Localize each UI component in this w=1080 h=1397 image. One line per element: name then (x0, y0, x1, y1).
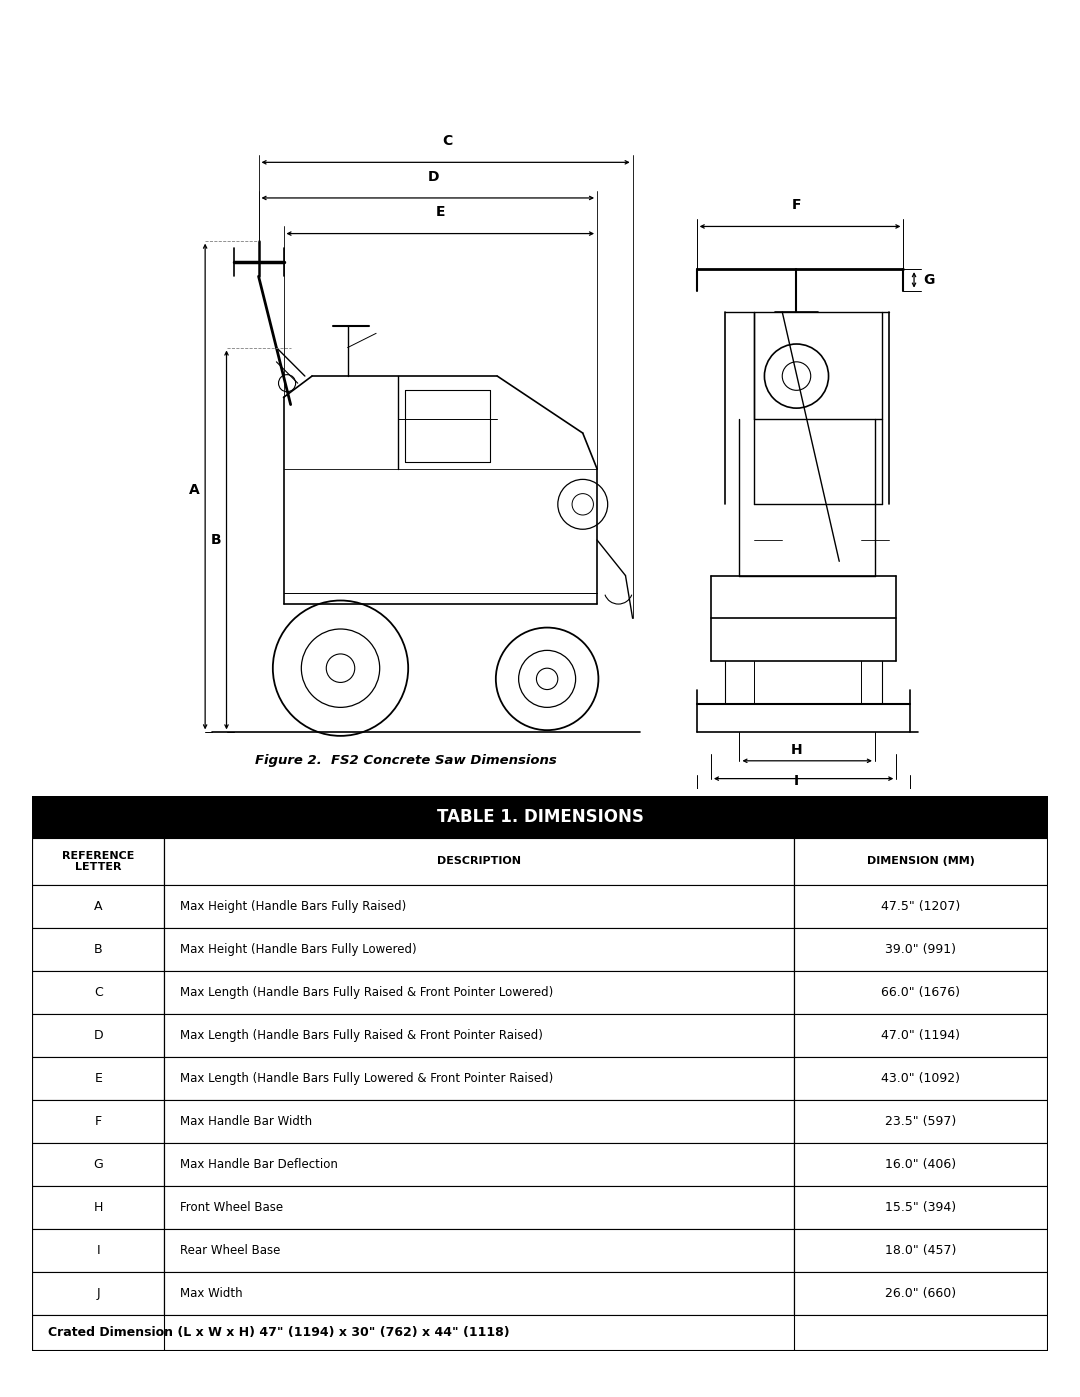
FancyBboxPatch shape (794, 1143, 1048, 1186)
FancyBboxPatch shape (164, 1271, 794, 1315)
Text: 23.5" (597): 23.5" (597) (886, 1115, 956, 1127)
FancyBboxPatch shape (32, 1229, 164, 1271)
FancyBboxPatch shape (794, 1186, 1048, 1229)
Text: H: H (94, 1201, 103, 1214)
Text: 43.0" (1092): 43.0" (1092) (881, 1071, 960, 1085)
Text: Max Handle Bar Width: Max Handle Bar Width (179, 1115, 312, 1127)
FancyBboxPatch shape (164, 1186, 794, 1229)
Text: Rear Wheel Base: Rear Wheel Base (179, 1243, 280, 1257)
FancyBboxPatch shape (794, 928, 1048, 971)
Text: I: I (794, 774, 799, 788)
FancyBboxPatch shape (164, 838, 794, 886)
FancyBboxPatch shape (794, 838, 1048, 886)
Text: Max Height (Handle Bars Fully Raised): Max Height (Handle Bars Fully Raised) (179, 900, 406, 914)
Text: D: D (94, 1030, 104, 1042)
Text: E: E (435, 205, 445, 219)
Text: Max Handle Bar Deflection: Max Handle Bar Deflection (179, 1158, 337, 1171)
Text: 47.5" (1207): 47.5" (1207) (881, 900, 960, 914)
Text: J: J (794, 814, 799, 828)
Text: 66.0" (1676): 66.0" (1676) (881, 986, 960, 999)
FancyBboxPatch shape (32, 1058, 164, 1099)
FancyBboxPatch shape (32, 886, 164, 928)
Text: A: A (189, 483, 200, 497)
Text: 47.0" (1194): 47.0" (1194) (881, 1030, 960, 1042)
Text: REFERENCE
LETTER: REFERENCE LETTER (63, 851, 135, 872)
FancyBboxPatch shape (32, 971, 164, 1014)
Text: 15.5" (394): 15.5" (394) (886, 1201, 956, 1214)
FancyBboxPatch shape (794, 886, 1048, 928)
Text: Max Length (Handle Bars Fully Raised & Front Pointer Lowered): Max Length (Handle Bars Fully Raised & F… (179, 986, 553, 999)
FancyBboxPatch shape (794, 1058, 1048, 1099)
FancyBboxPatch shape (32, 1014, 164, 1058)
Text: Max Length (Handle Bars Fully Raised & Front Pointer Raised): Max Length (Handle Bars Fully Raised & F… (179, 1030, 542, 1042)
Text: Max Width: Max Width (179, 1287, 242, 1299)
Text: G: G (94, 1158, 104, 1171)
FancyBboxPatch shape (32, 1186, 164, 1229)
Text: DESCRIPTION: DESCRIPTION (437, 856, 521, 866)
FancyBboxPatch shape (164, 886, 794, 928)
Text: PAGE 12 — MQ-WHITEMAN FS2 CONCRETE SAW — PARTS & OPERATION MANUAL — REV. #2 (11/: PAGE 12 — MQ-WHITEMAN FS2 CONCRETE SAW —… (203, 1368, 877, 1380)
FancyBboxPatch shape (32, 1099, 164, 1143)
FancyBboxPatch shape (32, 796, 1048, 838)
FancyBboxPatch shape (32, 1271, 164, 1315)
Text: H: H (791, 743, 802, 757)
FancyBboxPatch shape (794, 1099, 1048, 1143)
FancyBboxPatch shape (32, 1315, 1048, 1351)
Text: Max Length (Handle Bars Fully Lowered & Front Pointer Raised): Max Length (Handle Bars Fully Lowered & … (179, 1071, 553, 1085)
Text: 39.0" (991): 39.0" (991) (886, 943, 956, 956)
Text: Figure 2.  FS2 Concrete Saw Dimensions: Figure 2. FS2 Concrete Saw Dimensions (255, 754, 557, 767)
FancyBboxPatch shape (32, 928, 164, 971)
FancyBboxPatch shape (32, 1143, 164, 1186)
FancyBboxPatch shape (164, 1143, 794, 1186)
Text: F: F (95, 1115, 102, 1127)
Text: D: D (428, 169, 438, 183)
FancyBboxPatch shape (794, 971, 1048, 1014)
FancyBboxPatch shape (164, 1058, 794, 1099)
FancyBboxPatch shape (164, 928, 794, 971)
Text: C: C (442, 134, 453, 148)
FancyBboxPatch shape (794, 1229, 1048, 1271)
FancyBboxPatch shape (794, 1271, 1048, 1315)
Text: E: E (94, 1071, 103, 1085)
FancyBboxPatch shape (164, 971, 794, 1014)
Text: G: G (923, 272, 934, 286)
FancyBboxPatch shape (164, 1229, 794, 1271)
Text: Max Height (Handle Bars Fully Lowered): Max Height (Handle Bars Fully Lowered) (179, 943, 416, 956)
Text: J: J (96, 1287, 100, 1299)
Text: 26.0" (660): 26.0" (660) (886, 1287, 956, 1299)
Text: DIMENSION (MM): DIMENSION (MM) (867, 856, 974, 866)
Text: B: B (94, 943, 103, 956)
Text: C: C (94, 986, 103, 999)
Text: FS2 CONCRETE SAW —  DIMENSIONS: FS2 CONCRETE SAW — DIMENSIONS (448, 24, 1048, 53)
FancyBboxPatch shape (164, 1014, 794, 1058)
FancyBboxPatch shape (32, 838, 164, 886)
Text: 18.0" (457): 18.0" (457) (885, 1243, 957, 1257)
FancyBboxPatch shape (164, 1099, 794, 1143)
Text: I: I (96, 1243, 100, 1257)
FancyBboxPatch shape (794, 1014, 1048, 1058)
Text: Crated Dimension (L x W x H) 47" (1194) x 30" (762) x 44" (1118): Crated Dimension (L x W x H) 47" (1194) … (48, 1326, 510, 1340)
Text: B: B (211, 532, 221, 548)
Text: F: F (792, 198, 801, 212)
Text: TABLE 1. DIMENSIONS: TABLE 1. DIMENSIONS (436, 807, 644, 826)
Text: Front Wheel Base: Front Wheel Base (179, 1201, 283, 1214)
Text: 16.0" (406): 16.0" (406) (886, 1158, 956, 1171)
Text: A: A (94, 900, 103, 914)
